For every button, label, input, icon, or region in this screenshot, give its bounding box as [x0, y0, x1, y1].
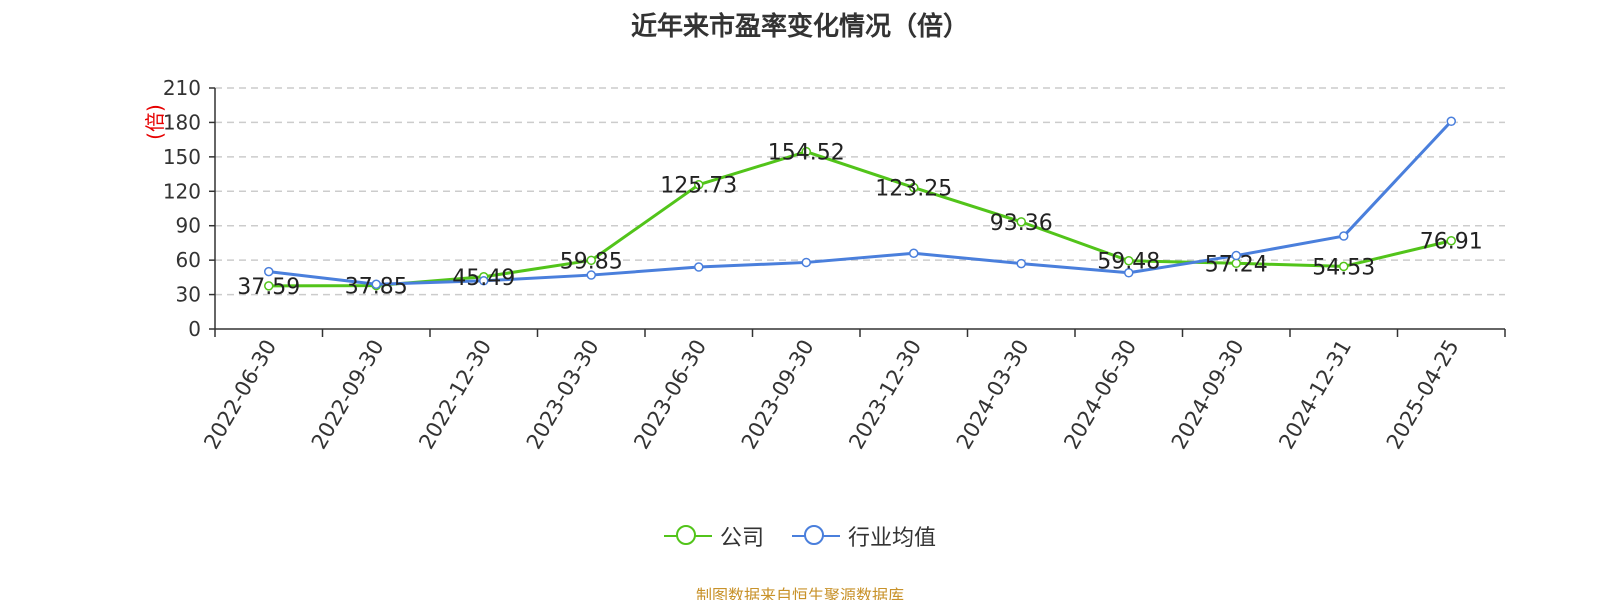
y-tick-label: 30	[176, 283, 201, 307]
data-point-company[interactable]	[586, 255, 596, 266]
x-tick-label: 2023-09-30	[737, 336, 819, 454]
data-point-industry[interactable]	[909, 248, 919, 259]
legend-industry-label: 行业均值	[848, 526, 937, 551]
y-tick-label: 210	[163, 76, 201, 100]
data-point-industry[interactable]	[694, 262, 704, 272]
data-point-industry[interactable]	[1231, 250, 1241, 261]
y-tick-label: 60	[176, 248, 201, 272]
data-label: 59.48	[1097, 250, 1160, 275]
data-point-company[interactable]	[694, 179, 704, 190]
x-tick-label: 2022-09-30	[307, 336, 389, 454]
series-line-industry	[268, 120, 1453, 286]
data-label: 37.59	[237, 275, 300, 300]
data-point-industry[interactable]	[801, 257, 811, 268]
data-point-industry[interactable]	[479, 276, 489, 286]
legend-industry-line-circle-icon	[792, 524, 840, 548]
y-tick-label: 150	[163, 145, 201, 169]
data-label: 154.52	[768, 141, 845, 166]
data-label: 54.53	[1312, 255, 1375, 280]
data-point-company[interactable]	[801, 146, 811, 157]
data-point-company[interactable]	[1446, 235, 1456, 246]
x-tick-label: 2024-09-30	[1167, 336, 1249, 454]
data-point-industry[interactable]	[1124, 268, 1134, 278]
legend-company-label: 公司	[719, 526, 764, 551]
data-point-company[interactable]	[909, 182, 919, 193]
data-label: 37.85	[345, 275, 408, 300]
x-tick-label: 2022-12-30	[414, 336, 496, 454]
x-tick-label: 2025-04-25	[1382, 336, 1464, 454]
data-label: 123.25	[875, 177, 952, 202]
data-point-industry[interactable]	[371, 279, 381, 289]
data-label: 59.85	[560, 249, 623, 274]
data-point-industry[interactable]	[1446, 116, 1456, 127]
x-tick-label: 2024-03-30	[952, 336, 1034, 454]
x-tick-label: 2023-03-30	[522, 336, 604, 454]
data-label: 76.91	[1420, 230, 1483, 255]
y-tick-label: 0	[188, 317, 201, 341]
x-tick-label: 2023-06-30	[629, 336, 711, 454]
source-note: 制图数据来自恒生聚源数据库	[695, 586, 904, 600]
data-point-industry[interactable]	[1016, 258, 1026, 269]
y-tick-label: 180	[163, 110, 201, 134]
legend-item-company[interactable]: 公司	[663, 520, 764, 552]
data-label: 45.49	[452, 266, 515, 291]
legend-item-industry[interactable]: 行业均值	[792, 520, 936, 552]
data-point-industry[interactable]	[1339, 231, 1349, 241]
y-axis-unit-label: (倍)	[143, 104, 167, 140]
chart-title: 近年来市盈率变化情况（倍）	[630, 12, 969, 42]
legend-company-line-circle-icon	[663, 524, 712, 548]
data-point-industry[interactable]	[264, 266, 274, 277]
legend: 公司 行业均值	[0, 520, 1600, 552]
data-point-company[interactable]	[264, 281, 274, 291]
data-label: 57.24	[1205, 252, 1268, 277]
data-label: 125.73	[660, 174, 737, 199]
data-point-company[interactable]	[1124, 255, 1134, 266]
x-tick-label: 2023-12-30	[844, 336, 926, 454]
x-tick-label: 2024-12-31	[1274, 336, 1356, 454]
data-point-company[interactable]	[1016, 217, 1026, 227]
data-point-company[interactable]	[1339, 261, 1349, 272]
series-line-company	[268, 150, 1452, 288]
data-point-industry[interactable]	[586, 270, 596, 280]
y-tick-label: 90	[176, 214, 201, 238]
x-tick-label: 2024-06-30	[1059, 336, 1141, 454]
y-tick-label: 120	[163, 179, 201, 203]
data-label: 93.36	[990, 211, 1053, 236]
x-tick-label: 2022-06-30	[199, 336, 281, 454]
